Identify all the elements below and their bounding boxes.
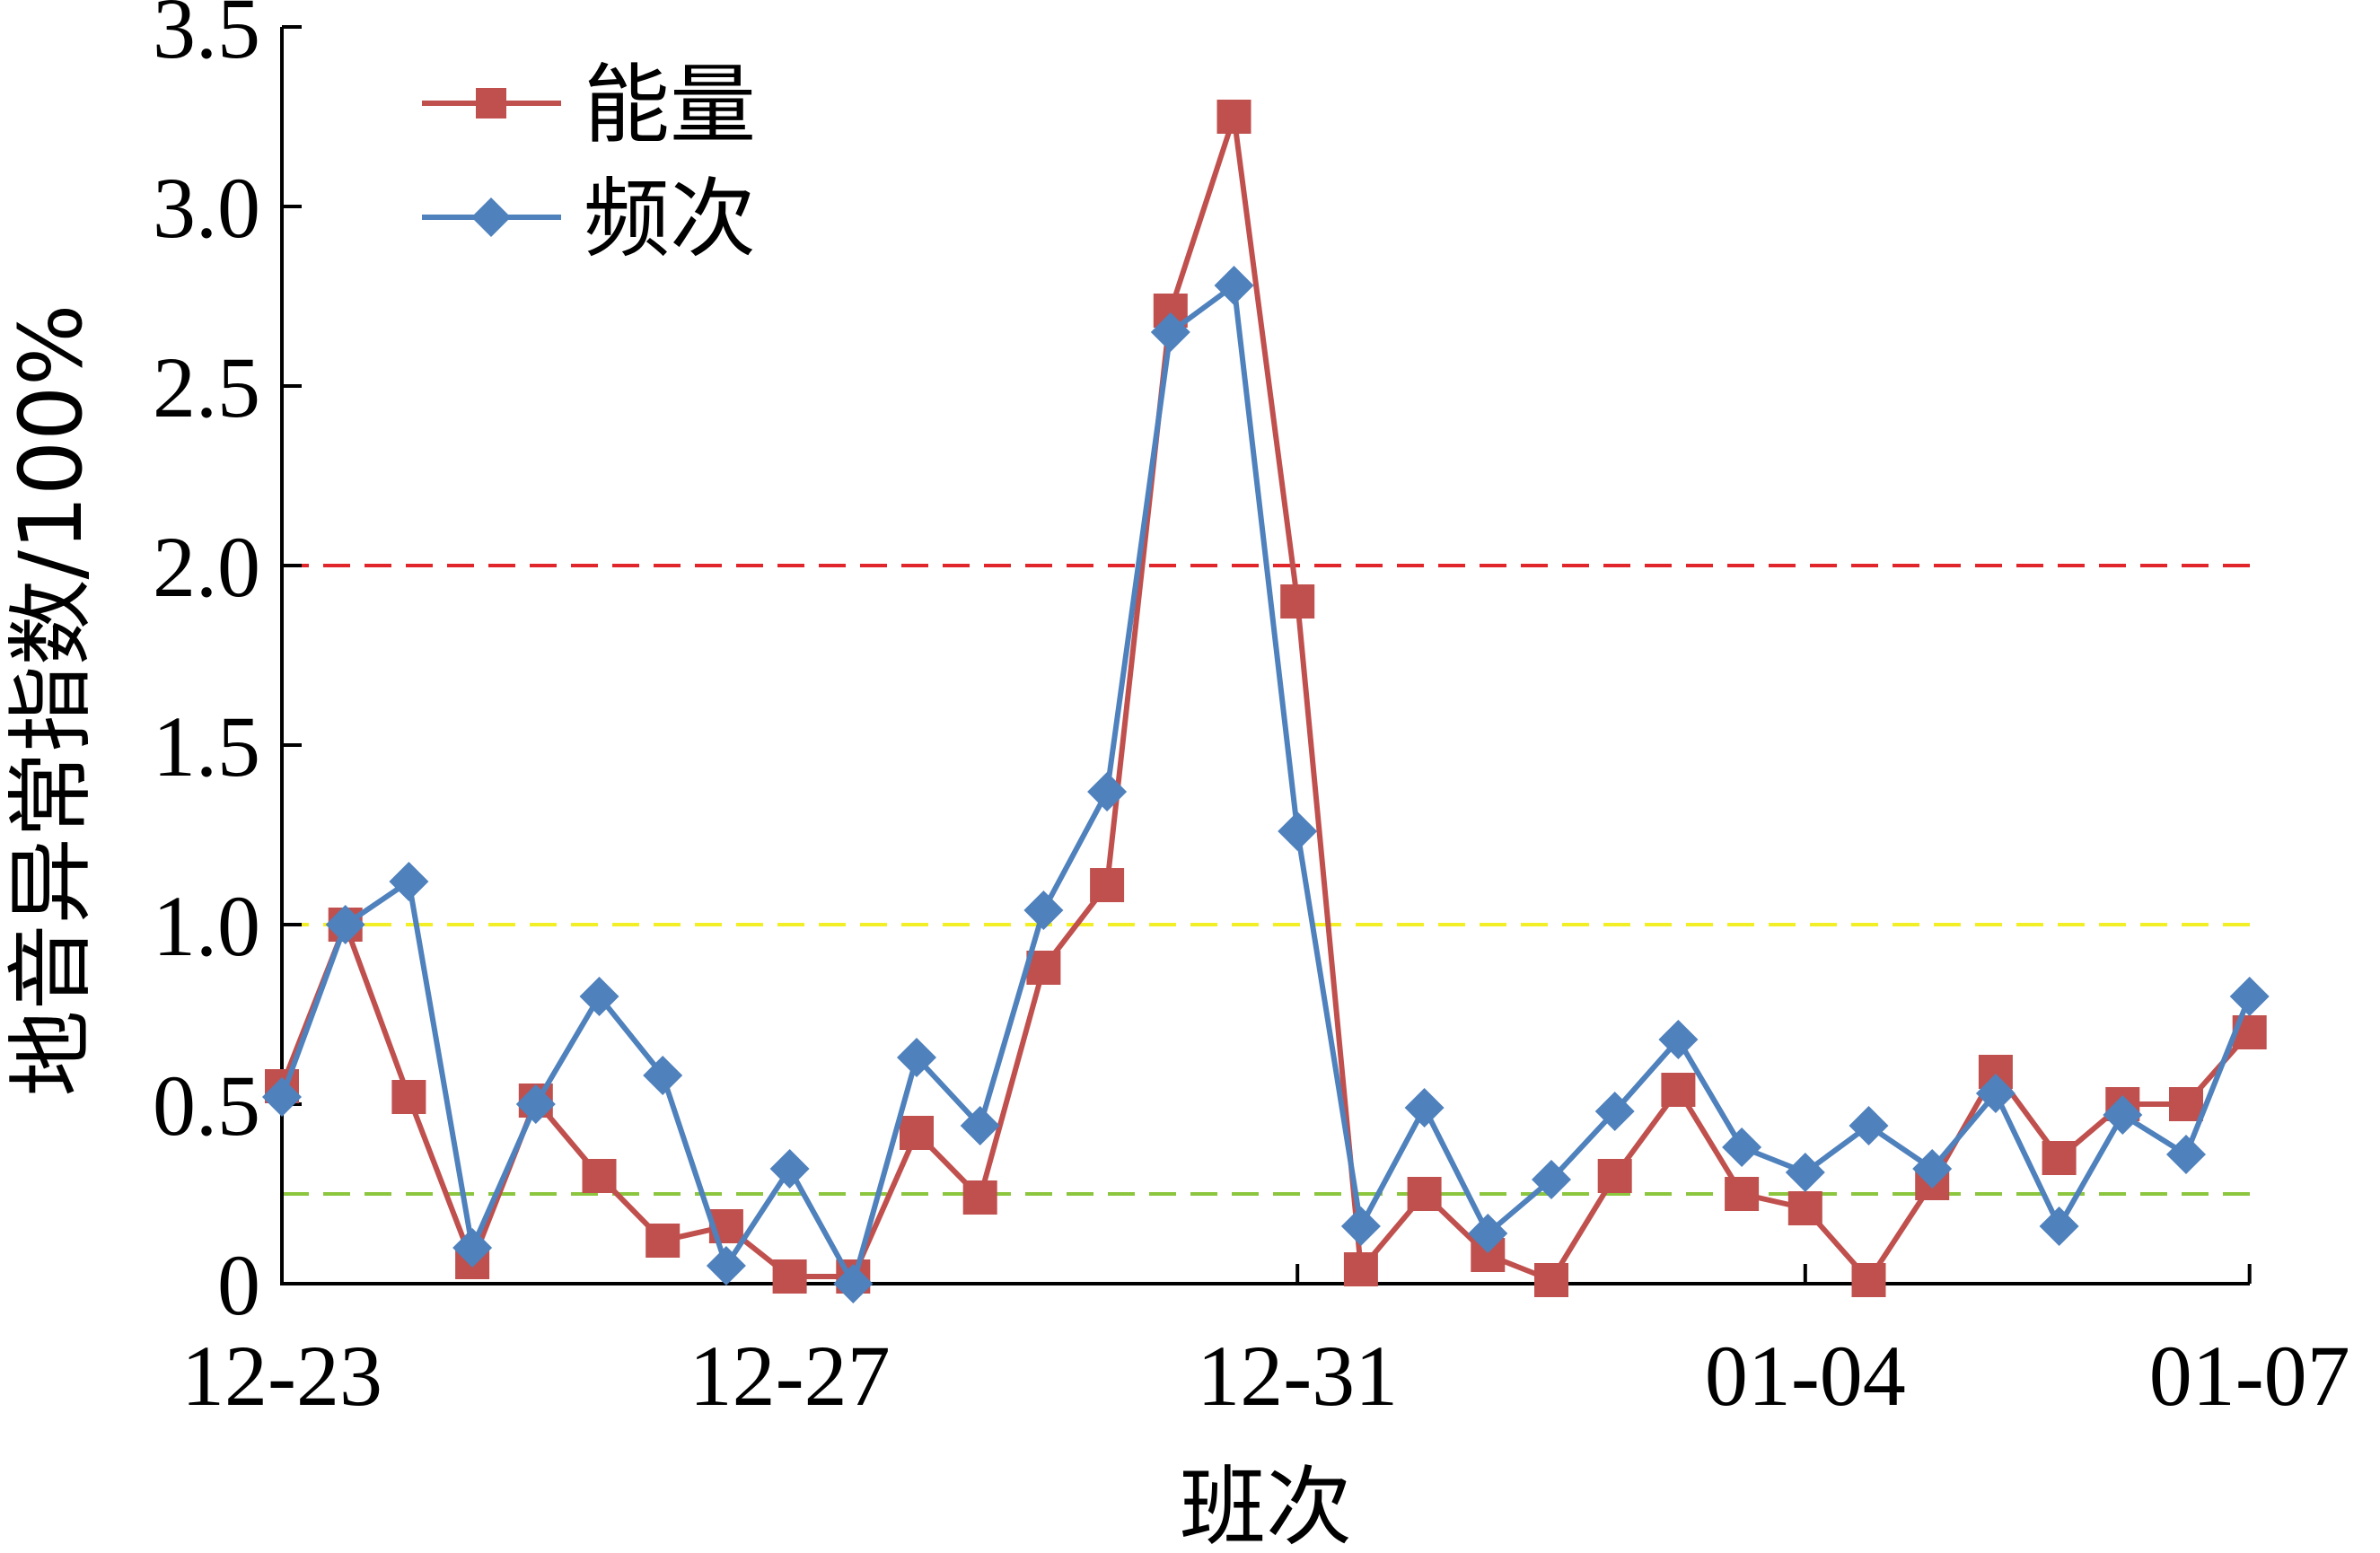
data-point-frequency [1785,1153,1825,1192]
data-point-energy [1407,1177,1442,1211]
legend-label-frequency: 频次 [584,169,756,269]
legend-label-energy: 能量 [584,55,756,155]
data-point-frequency [1340,1206,1381,1246]
data-point-energy [582,1159,617,1193]
data-point-frequency [2039,1206,2079,1246]
data-point-frequency [1912,1149,1953,1189]
legend-marker-frequency [471,197,511,237]
data-point-frequency [1023,891,1064,930]
data-point-energy [1597,1159,1632,1193]
series-frequency [262,266,2270,1303]
data-point-energy [1216,100,1251,134]
data-point-energy [645,1224,681,1258]
series-layer [262,100,2270,1303]
data-point-frequency [833,1264,874,1303]
x-axis-ticks: 12-23 12-27 12-31 01-04 01-07 [181,1264,2350,1424]
data-point-energy [1851,1263,1886,1297]
data-point-frequency [2229,977,2270,1016]
data-point-energy [1725,1177,1760,1211]
y-tick-label: 3.0 [153,160,260,256]
data-point-frequency [1975,1074,2016,1113]
series-line [279,283,2253,1286]
x-axis-title: 班次 [1180,1457,1352,1553]
legend-marker-energy [476,88,506,118]
data-point-energy [2169,1087,2203,1121]
data-point-energy [900,1116,934,1150]
y-axis-title: 地音异常指数/100% [1,304,101,1097]
data-point-frequency [1087,772,1128,812]
legend-item-frequency: 频次 [422,169,756,269]
series-energy [265,100,2267,1297]
data-point-frequency [579,977,619,1016]
data-point-energy [1343,1252,1378,1286]
series-line [279,114,2252,1283]
data-point-frequency [897,1038,936,1077]
legend: 能量 频次 [422,55,756,269]
x-tick-label: 12-31 [1197,1328,1398,1424]
data-point-frequency [2166,1135,2206,1174]
data-point-frequency [452,1228,493,1268]
data-point-frequency [1849,1106,1889,1145]
data-point-frequency [1150,312,1190,352]
data-point-frequency [325,905,365,944]
y-axis-ticks: 0 0.5 1.0 1.5 2.0 2.5 3.0 3.5 [153,0,302,1333]
y-tick-label: 2.5 [153,339,260,435]
y-tick-label: 0.5 [153,1057,260,1154]
x-tick-label: 12-27 [689,1328,891,1424]
y-tick-label: 2.0 [153,519,260,615]
data-point-frequency [706,1246,746,1285]
data-point-energy [962,1180,997,1215]
x-tick-label: 12-23 [181,1328,382,1424]
data-point-frequency [1468,1214,1508,1253]
data-point-energy [2042,1141,2077,1175]
data-point-frequency [643,1056,683,1095]
axes [280,27,2250,1285]
data-point-energy [1280,584,1315,619]
data-point-frequency [1404,1088,1445,1127]
x-tick-label: 01-04 [1705,1328,1906,1424]
data-point-energy [1661,1073,1696,1107]
y-tick-label: 0 [217,1237,260,1333]
data-point-frequency [1278,812,1318,851]
data-point-energy [391,1080,426,1114]
data-point-frequency [769,1149,810,1189]
x-tick-label: 01-07 [2149,1328,2350,1424]
data-point-frequency [960,1106,1000,1145]
y-tick-label: 1.5 [153,698,260,794]
data-point-frequency [389,862,429,901]
data-point-energy [1090,868,1125,902]
y-tick-label: 1.0 [153,878,260,974]
y-tick-label: 3.5 [153,0,260,76]
data-point-frequency [1594,1092,1635,1131]
data-point-frequency [1658,1020,1699,1059]
data-point-frequency [1722,1127,1762,1167]
data-point-frequency [1532,1160,1571,1199]
data-point-energy [772,1259,807,1294]
data-point-frequency [1214,266,1254,305]
data-point-frequency [515,1084,556,1124]
data-point-energy [1787,1191,1822,1225]
legend-item-energy: 能量 [422,55,756,155]
data-point-frequency [262,1077,302,1117]
data-point-energy [1534,1263,1568,1297]
threshold-lines [282,564,2250,1196]
data-point-frequency [2103,1095,2143,1135]
